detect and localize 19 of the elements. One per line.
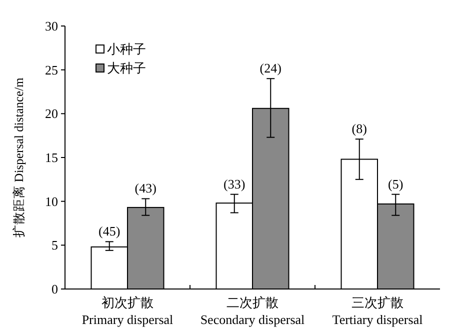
y-tick-label: 30 bbox=[45, 18, 58, 34]
legend-label: 小种子 bbox=[107, 42, 146, 56]
y-tick-label: 5 bbox=[52, 238, 58, 253]
x-tick-label: 二次扩散 Secondary dispersal bbox=[200, 295, 306, 327]
x-tick-label: 三次扩散 Tertiary dispersal bbox=[332, 295, 424, 327]
annotation: (24) bbox=[260, 60, 282, 76]
y-tick-label: 0 bbox=[52, 282, 58, 296]
y-tick-label: 15 bbox=[45, 150, 58, 165]
y-tick-label: 20 bbox=[45, 106, 58, 122]
annotation: (43) bbox=[134, 180, 156, 196]
annotation: (33) bbox=[224, 176, 246, 192]
annotation: (5) bbox=[388, 176, 404, 192]
legend-label: 大种子 bbox=[107, 60, 146, 76]
annotation: (8) bbox=[352, 121, 367, 136]
annotation: (45) bbox=[98, 224, 120, 239]
y-tick-label: 10 bbox=[45, 194, 58, 209]
y-axis-title: 扩散距离 Dispersal distance/m bbox=[11, 77, 26, 238]
y-tick-label: 25 bbox=[45, 62, 58, 78]
x-tick-label: 初次扩散 Primary dispersal bbox=[82, 295, 174, 327]
